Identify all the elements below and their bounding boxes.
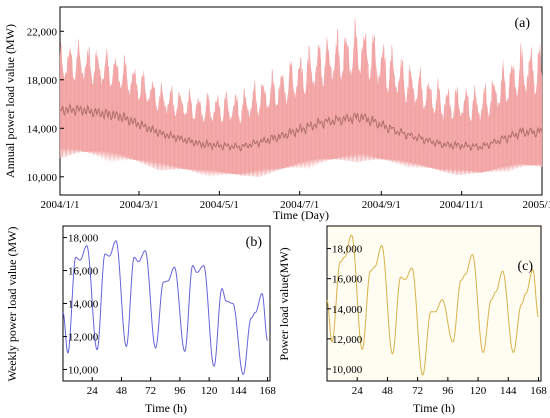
x-tick-label: 2004/3/1 <box>119 199 158 211</box>
x-ticks-a: 2004/1/1 2004/3/1 2004/5/1 2004/7/1 2004/9/1… <box>40 191 550 211</box>
y-tick-label: 18,000 <box>332 244 363 256</box>
daily-mean-line <box>59 102 543 152</box>
panel-label-c: (c) <box>517 259 533 274</box>
x-axis-label-a: Time (Day) <box>273 208 329 222</box>
x-tick-label: 48 <box>382 385 394 397</box>
day-load-series <box>326 234 539 376</box>
hourly-load-line <box>326 234 539 376</box>
x-tick-label: 2004/7/1 <box>280 199 319 211</box>
weekly-load-series <box>62 240 268 375</box>
y-tick-label: 16,000 <box>68 266 99 278</box>
x-tick-label: 168 <box>259 385 276 397</box>
panel-b: 10,000 12,000 14,000 16,000 18,000 24 48 72 96 1… <box>5 225 276 415</box>
y-tick-label: 10,000 <box>332 364 363 376</box>
x-tick-label: 72 <box>412 385 423 397</box>
x-ticks-b: 24 48 72 96 120 144 168 <box>87 377 276 397</box>
panel-label-b: (b) <box>246 235 263 250</box>
y-tick-label: 12,000 <box>332 334 363 346</box>
x-tick-label: 72 <box>145 385 156 397</box>
y-axis-label-a: Annual power load value (MW) <box>3 24 17 178</box>
y-tick-label: 18,000 <box>27 75 58 87</box>
x-tick-label: 2005/1/1 <box>522 199 550 211</box>
x-tick-label: 2004/9/1 <box>362 199 401 211</box>
x-ticks-c: 24 48 72 96 120 144 168 <box>352 377 547 397</box>
x-tick-label: 144 <box>500 385 517 397</box>
y-tick-label: 14,000 <box>27 123 58 135</box>
hourly-load-line <box>62 240 268 375</box>
y-ticks-b: 10,000 12,000 14,000 16,000 18,000 <box>63 233 99 376</box>
plot-frame-c <box>326 225 542 382</box>
annual-load-series <box>59 17 543 178</box>
y-axis-label-b: Weekly power load value (MW) <box>5 227 19 382</box>
x-tick-label: 144 <box>230 385 247 397</box>
y-tick-label: 14,000 <box>68 299 99 311</box>
x-tick-label: 96 <box>442 385 454 397</box>
x-tick-label: 2004/5/1 <box>200 199 239 211</box>
y-tick-label: 18,000 <box>68 233 99 245</box>
panel-label-a: (a) <box>514 16 530 31</box>
y-ticks-a: 10,000 14,000 18,000 22,000 <box>27 26 64 184</box>
x-tick-label: 24 <box>87 385 99 397</box>
y-axis-label-c: Power load value(MW) <box>277 247 291 360</box>
x-tick-label: 2004/11/1 <box>440 199 484 211</box>
panel-c: 10,000 12,000 14,000 16,000 18,000 24 48 72 96 1… <box>277 225 547 415</box>
y-tick-label: 10,000 <box>27 172 58 184</box>
x-tick-label: 24 <box>352 385 364 397</box>
x-tick-label: 2004/1/1 <box>40 199 79 211</box>
plot-frame-b <box>62 225 271 382</box>
panel-a: 10,000 14,000 18,000 22,000 2004/1/1 2004/3/… <box>3 6 550 222</box>
y-tick-label: 22,000 <box>27 26 58 38</box>
y-tick-label: 16,000 <box>332 274 363 286</box>
x-tick-label: 96 <box>174 385 186 397</box>
x-tick-label: 120 <box>201 385 218 397</box>
y-tick-label: 12,000 <box>68 331 99 343</box>
y-ticks-c: 10,000 12,000 14,000 16,000 18,000 <box>327 244 363 376</box>
x-tick-label: 168 <box>530 385 547 397</box>
x-axis-label-c: Time (h) <box>413 401 455 415</box>
y-tick-label: 14,000 <box>332 304 363 316</box>
x-tick-label: 48 <box>116 385 128 397</box>
x-tick-label: 120 <box>470 385 487 397</box>
x-axis-label-b: Time (h) <box>145 401 187 415</box>
y-tick-label: 10,000 <box>68 364 99 376</box>
